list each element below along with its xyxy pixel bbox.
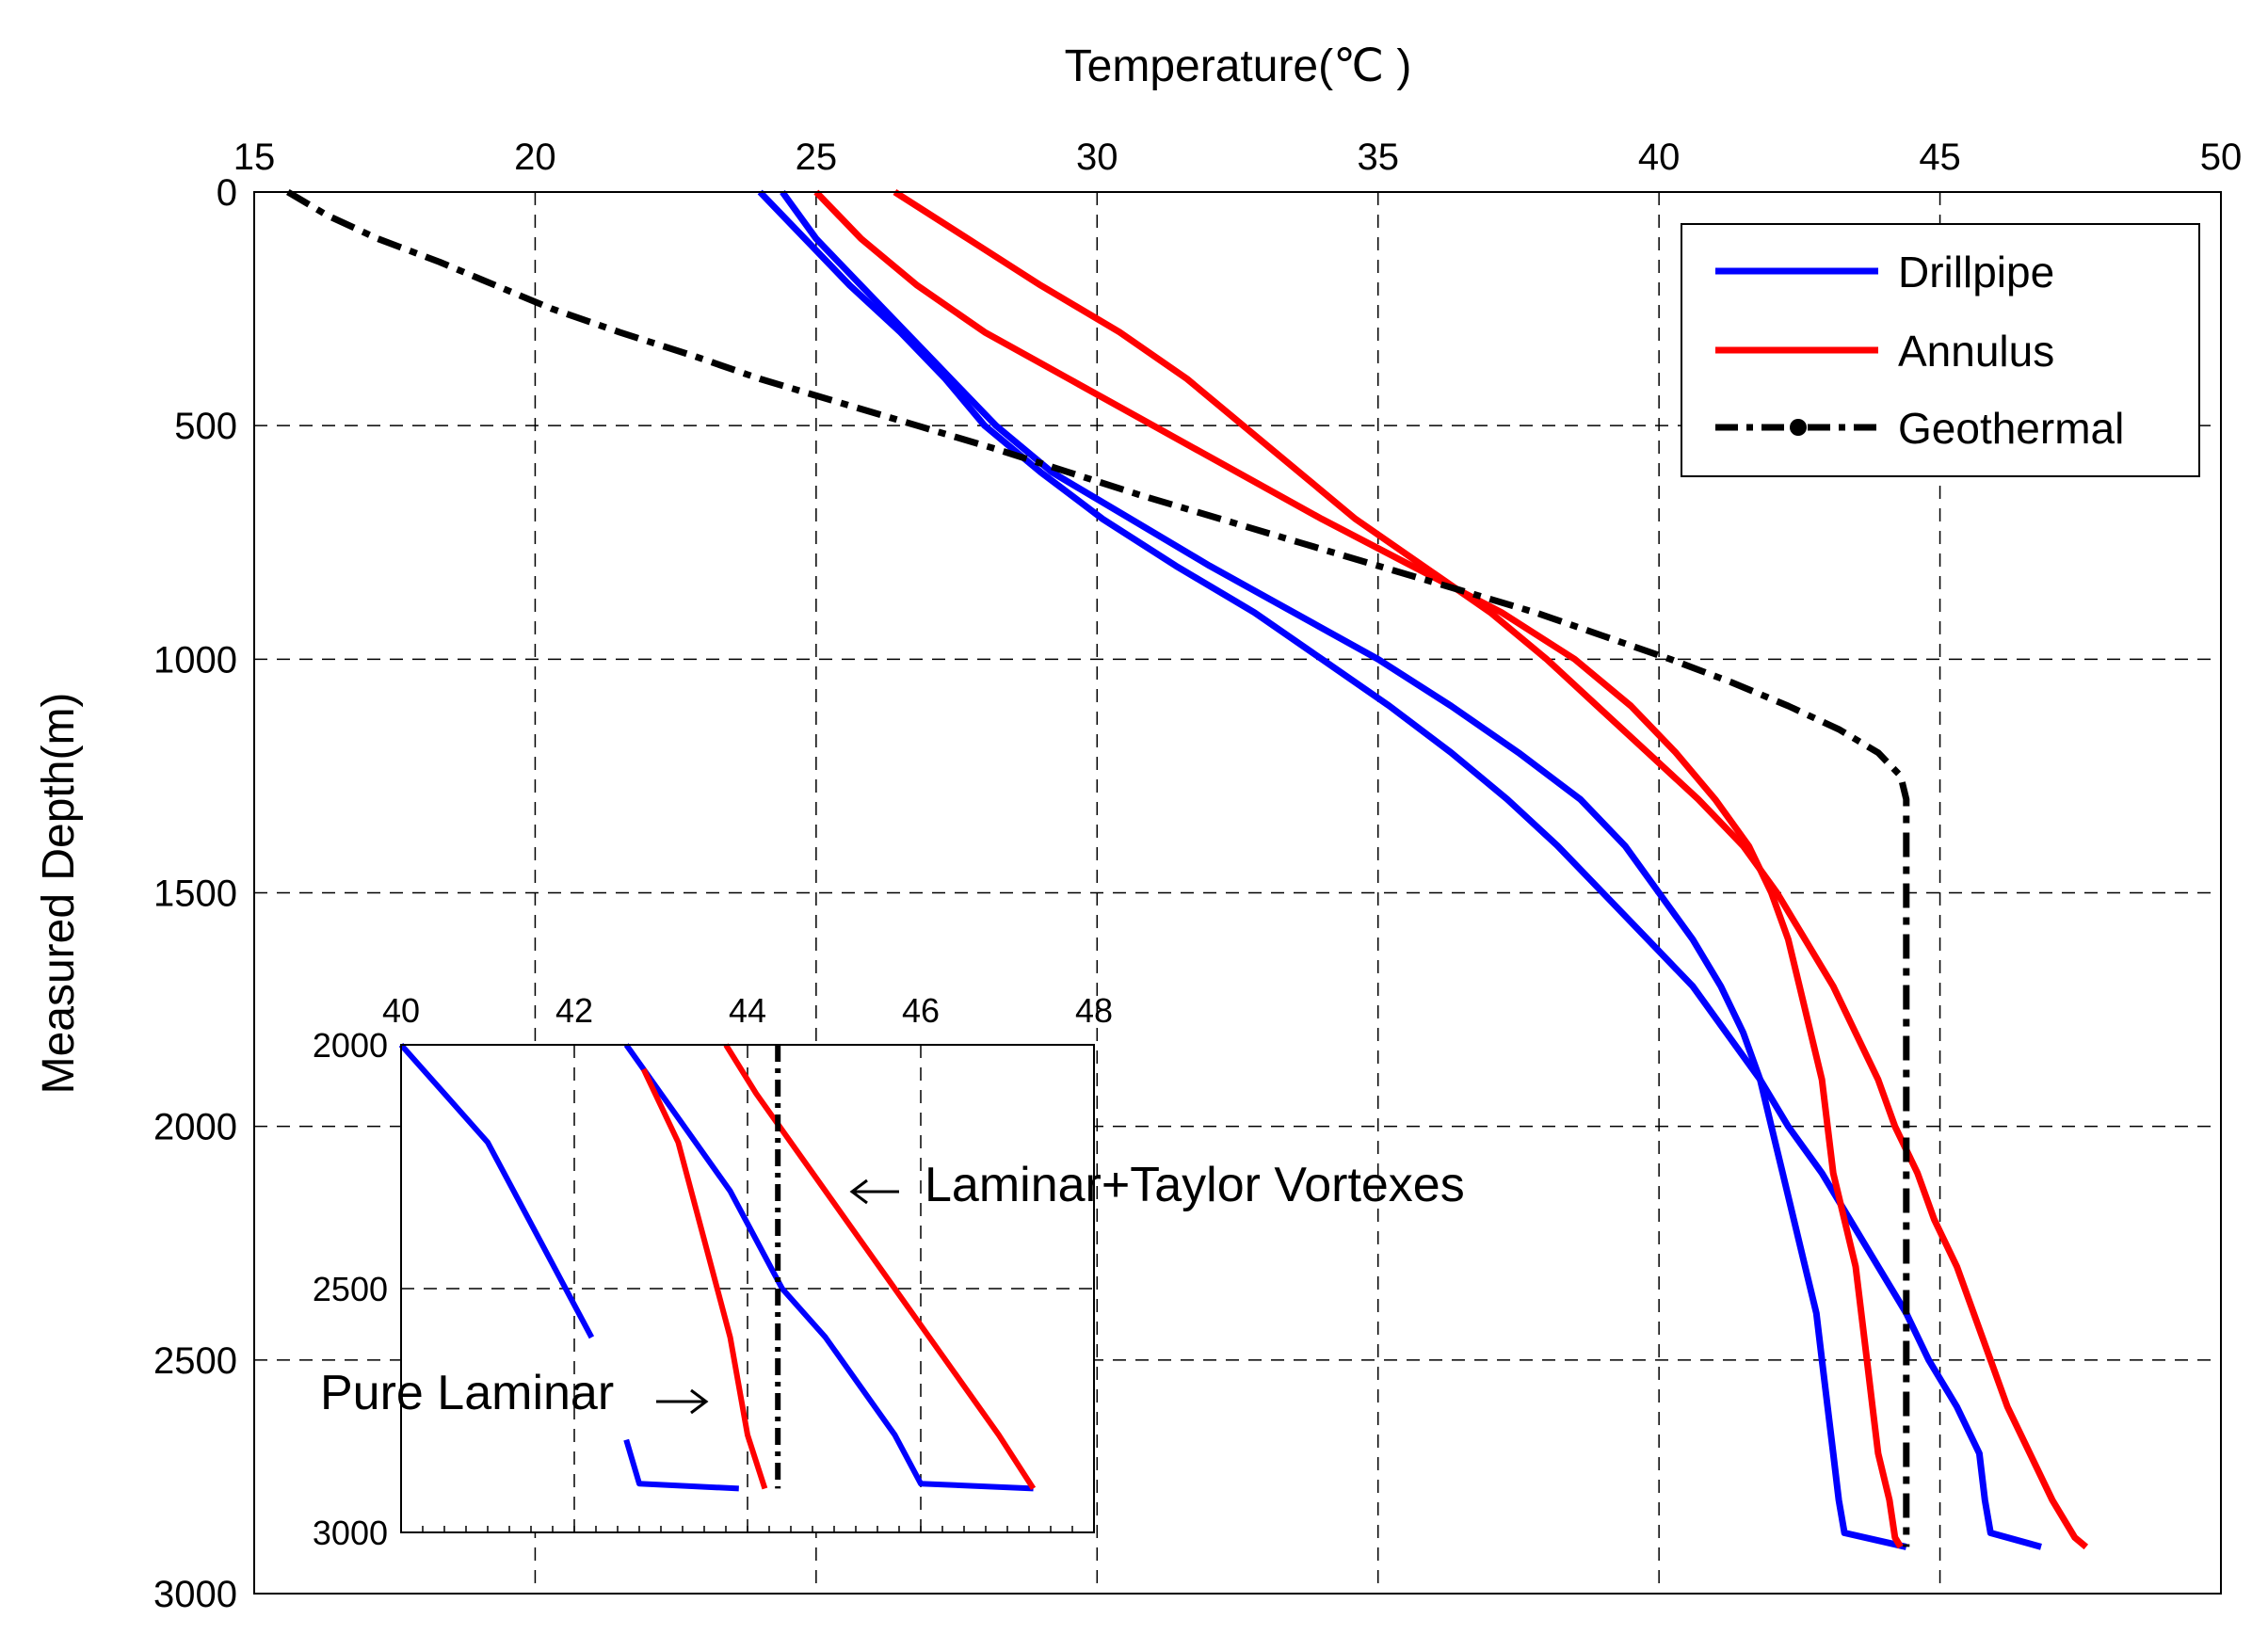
y-tick-label: 2500 xyxy=(153,1340,237,1382)
inset-series-line-annulus xyxy=(723,1043,1037,1491)
y-tick-label: 500 xyxy=(174,406,237,447)
annotation-laminar-taylor: Laminar+Taylor Vortexes xyxy=(925,1158,1465,1212)
arrow-right-icon xyxy=(656,1388,709,1415)
x-tick-label: 20 xyxy=(514,136,556,178)
y-tick-labels: 0 500 1000 1500 2000 2500 3000 xyxy=(153,172,237,1615)
inset-y-tick-label: 2500 xyxy=(313,1270,388,1308)
inset-y-tick-label: 2000 xyxy=(313,1026,388,1065)
inset-series-line-drillpipe xyxy=(623,1043,1034,1492)
inset-minor-ticks xyxy=(400,1526,1095,1532)
inset-x-tick-labels: 40 42 44 46 48 xyxy=(382,991,1113,1030)
legend-geothermal-marker xyxy=(1790,419,1807,436)
y-tick-label: 2000 xyxy=(153,1107,237,1148)
inset-x-tick-label: 48 xyxy=(1075,991,1113,1030)
inset-x-tick-label: 42 xyxy=(555,991,593,1030)
y-tick-label: 1500 xyxy=(153,874,237,915)
inset-x-tick-label: 40 xyxy=(382,991,420,1030)
series-line-geothermal xyxy=(286,188,1910,1547)
main-series xyxy=(286,188,2089,1550)
inset-chart: 40 42 44 46 48 2000 2500 3000 xyxy=(313,991,1113,1552)
series-line-drillpipe xyxy=(757,189,2042,1550)
inset-y-tick-label: 3000 xyxy=(313,1514,388,1552)
x-tick-label: 30 xyxy=(1076,136,1118,178)
series-line-annulus xyxy=(893,189,2089,1550)
x-tick-label: 35 xyxy=(1357,136,1399,178)
inset-y-tick-labels: 2000 2500 3000 xyxy=(313,1026,388,1552)
x-axis-title: Temperature(℃ ) xyxy=(1065,41,1412,91)
x-tick-label: 40 xyxy=(1638,136,1681,178)
inset-series xyxy=(398,1043,1037,1492)
x-tick-label: 50 xyxy=(2200,136,2243,178)
series-line-annulus xyxy=(813,189,1904,1549)
legend: Drillpipe Annulus Geothermal xyxy=(1681,223,2200,477)
y-tick-label: 1000 xyxy=(153,639,237,681)
legend-geothermal-label: Geothermal xyxy=(1898,404,2124,453)
x-tick-label: 25 xyxy=(796,136,838,178)
plot-frame xyxy=(253,191,2222,1595)
x-tick-label: 45 xyxy=(1919,136,1961,178)
inset-grid xyxy=(401,1045,1094,1532)
series-line-drillpipe xyxy=(780,189,1907,1550)
annotation-pure-laminar: Pure Laminar xyxy=(320,1366,614,1420)
arrow-left-icon xyxy=(849,1178,899,1205)
inset-x-tick-label: 44 xyxy=(729,991,766,1030)
x-tick-labels: 15 20 25 30 35 40 45 50 xyxy=(233,136,2243,178)
y-tick-label: 0 xyxy=(217,172,237,214)
legend-annulus-label: Annulus xyxy=(1898,327,2054,376)
y-axis-title: Measured Depth(m) xyxy=(34,693,84,1095)
x-tick-label: 15 xyxy=(233,136,276,178)
inset-series-line-drillpipe xyxy=(398,1043,595,1339)
legend-drillpipe-label: Drillpipe xyxy=(1898,248,2054,297)
y-tick-label: 3000 xyxy=(153,1574,237,1615)
inset-series-line-annulus xyxy=(640,1067,768,1490)
inset-x-tick-label: 46 xyxy=(902,991,940,1030)
inset-series-line-drillpipe xyxy=(623,1438,739,1492)
